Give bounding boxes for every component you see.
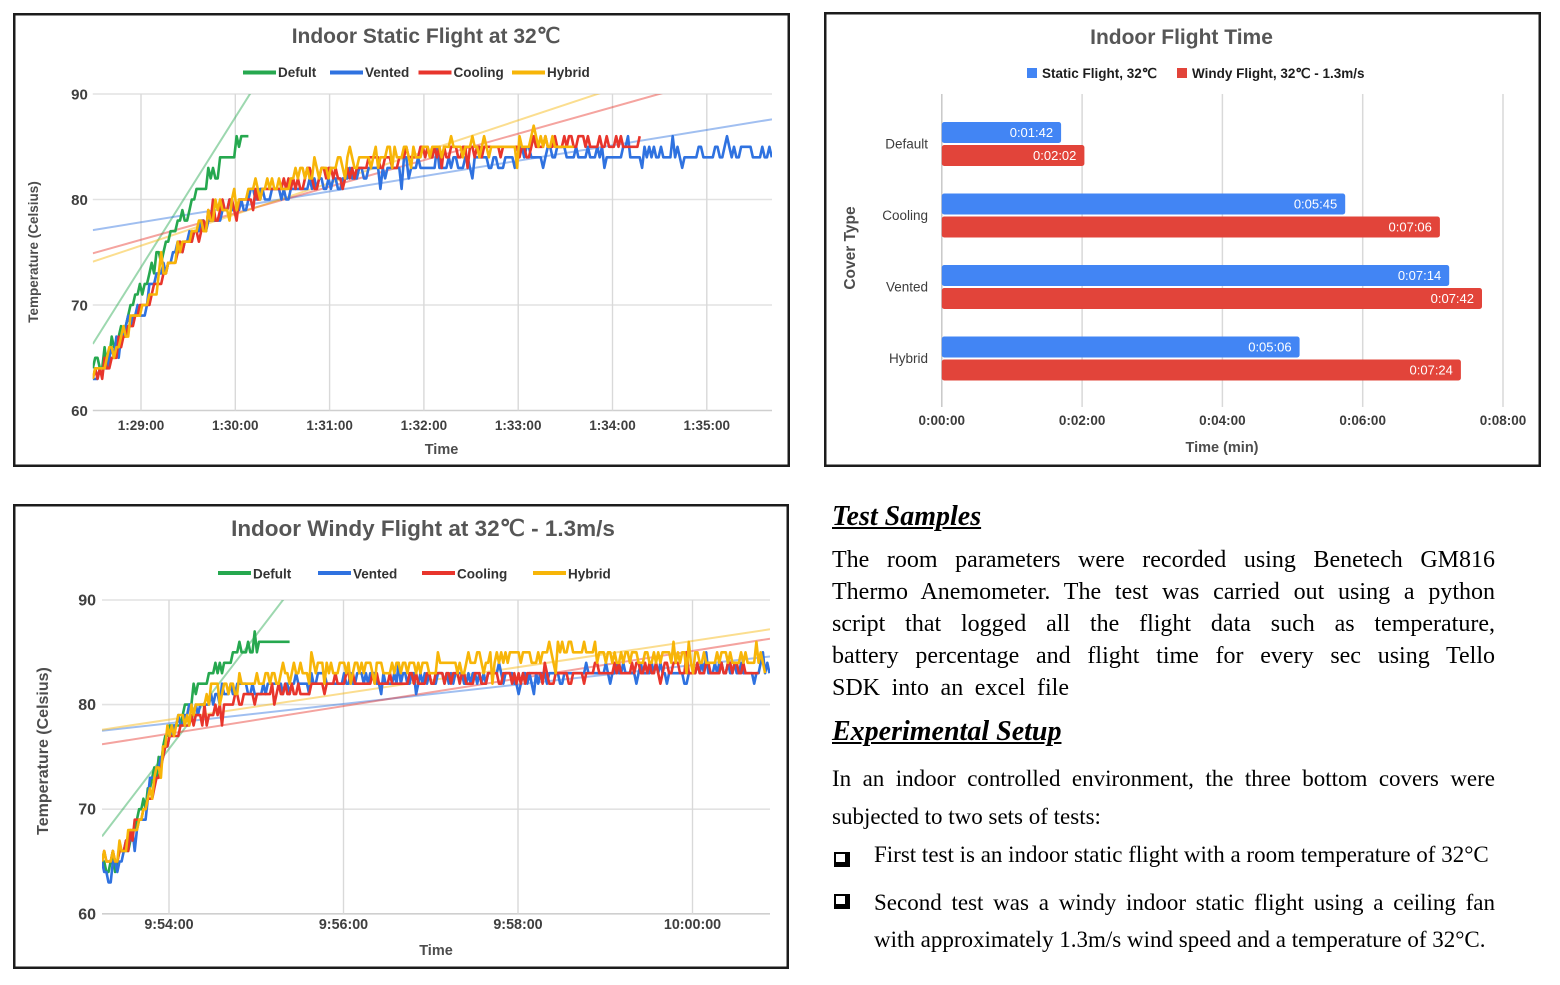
svg-text:Defult: Defult	[253, 567, 292, 582]
svg-text:Hybrid: Hybrid	[568, 567, 611, 582]
svg-text:Time: Time	[419, 943, 453, 959]
svg-text:0:07:14: 0:07:14	[1398, 268, 1441, 283]
svg-text:90: 90	[78, 593, 96, 610]
svg-text:Cover Type: Cover Type	[842, 206, 859, 290]
svg-text:Temperature (Celsius): Temperature (Celsius)	[35, 667, 52, 835]
svg-text:1:34:00: 1:34:00	[589, 418, 636, 433]
svg-text:Static Flight, 32℃: Static Flight, 32℃	[1042, 66, 1158, 81]
svg-text:70: 70	[71, 298, 88, 315]
svg-text:Vented: Vented	[365, 65, 409, 80]
svg-text:60: 60	[78, 906, 96, 923]
svg-text:1:31:00: 1:31:00	[306, 418, 353, 433]
svg-text:1:35:00: 1:35:00	[684, 418, 731, 433]
svg-text:Cooling: Cooling	[454, 65, 504, 80]
svg-text:0:04:00: 0:04:00	[1199, 413, 1246, 428]
svg-text:Hybrid: Hybrid	[547, 65, 590, 80]
svg-text:0:02:02: 0:02:02	[1033, 148, 1076, 163]
svg-text:0:05:06: 0:05:06	[1248, 340, 1291, 355]
svg-text:10:00:00: 10:00:00	[664, 917, 721, 933]
svg-text:Indoor Static Flight at 32℃: Indoor Static Flight at 32℃	[292, 25, 561, 48]
svg-text:0:07:24: 0:07:24	[1410, 363, 1453, 378]
svg-text:0:06:00: 0:06:00	[1339, 413, 1386, 428]
svg-text:Vented: Vented	[353, 567, 397, 582]
svg-text:0:08:00: 0:08:00	[1480, 413, 1527, 428]
svg-text:Time: Time	[425, 442, 459, 458]
svg-text:Cooling: Cooling	[882, 208, 928, 223]
svg-text:Defult: Defult	[278, 65, 317, 80]
svg-text:1:33:00: 1:33:00	[495, 418, 542, 433]
svg-text:0:07:06: 0:07:06	[1389, 220, 1432, 235]
svg-text:Indoor Windy Flight at 32℃ - 1: Indoor Windy Flight at 32℃ - 1.3m/s	[231, 516, 615, 541]
svg-text:1:30:00: 1:30:00	[212, 418, 259, 433]
svg-text:Default: Default	[885, 137, 928, 152]
svg-text:80: 80	[71, 192, 88, 209]
svg-text:Windy Flight, 32℃ - 1.3m/s: Windy Flight, 32℃ - 1.3m/s	[1192, 66, 1365, 81]
svg-text:9:56:00: 9:56:00	[319, 917, 368, 933]
svg-text:90: 90	[71, 87, 88, 104]
svg-text:Vented: Vented	[886, 280, 928, 295]
svg-text:0:02:00: 0:02:00	[1059, 413, 1106, 428]
svg-text:80: 80	[78, 697, 96, 714]
svg-text:0:00:00: 0:00:00	[919, 413, 966, 428]
svg-text:9:58:00: 9:58:00	[493, 917, 542, 933]
svg-text:60: 60	[71, 403, 88, 420]
svg-text:1:32:00: 1:32:00	[401, 418, 448, 433]
svg-text:0:05:45: 0:05:45	[1294, 197, 1337, 212]
svg-text:Indoor Flight Time: Indoor Flight Time	[1090, 26, 1273, 49]
svg-text:70: 70	[78, 802, 96, 819]
svg-text:Hybrid: Hybrid	[889, 351, 928, 366]
svg-text:0:07:42: 0:07:42	[1431, 291, 1474, 306]
svg-text:1:29:00: 1:29:00	[118, 418, 165, 433]
svg-text:Time (min): Time (min)	[1185, 440, 1258, 456]
svg-text:Temperature (Celsius): Temperature (Celsius)	[26, 181, 41, 323]
svg-text:Cooling: Cooling	[457, 567, 507, 582]
svg-text:0:01:42: 0:01:42	[1010, 125, 1053, 140]
svg-text:9:54:00: 9:54:00	[144, 917, 193, 933]
